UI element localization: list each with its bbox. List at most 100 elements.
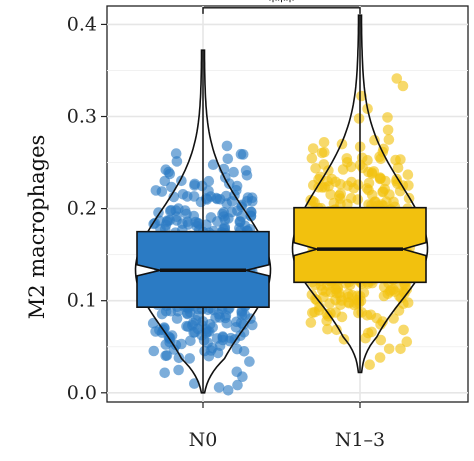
data-point xyxy=(325,189,337,200)
data-point xyxy=(213,308,225,320)
data-point xyxy=(401,336,413,348)
data-point xyxy=(171,313,183,324)
data-point xyxy=(228,166,239,178)
data-point xyxy=(331,324,342,336)
data-point xyxy=(207,159,219,170)
significance-bracket: *** xyxy=(202,0,361,14)
x-tick-label: N0 xyxy=(189,429,218,451)
data-point xyxy=(207,322,218,333)
data-point xyxy=(335,179,346,190)
data-point xyxy=(220,190,232,202)
data-point xyxy=(189,178,200,190)
y-tick-label: 0.3 xyxy=(67,106,97,128)
data-point xyxy=(375,334,387,346)
data-point xyxy=(364,359,376,371)
data-point xyxy=(221,140,233,152)
data-point xyxy=(238,346,250,357)
data-point xyxy=(345,161,357,173)
data-point xyxy=(383,134,395,145)
data-point xyxy=(374,352,386,363)
data-point xyxy=(170,148,182,159)
data-point xyxy=(378,290,390,302)
data-point xyxy=(391,73,403,84)
data-point xyxy=(328,197,340,209)
data-point xyxy=(382,124,394,136)
data-point xyxy=(237,149,249,160)
data-point xyxy=(173,364,184,376)
data-point xyxy=(171,156,183,167)
data-point xyxy=(164,168,176,180)
x-tick-label: N1–3 xyxy=(335,429,385,451)
data-point xyxy=(240,165,252,176)
data-point xyxy=(307,143,319,154)
data-point xyxy=(322,175,333,187)
data-point xyxy=(334,190,345,201)
violin xyxy=(291,14,429,374)
data-point xyxy=(238,327,250,338)
data-point xyxy=(318,137,330,148)
data-point xyxy=(211,192,222,204)
data-point xyxy=(397,80,409,92)
data-point xyxy=(382,112,393,123)
data-point xyxy=(322,323,333,335)
data-point xyxy=(205,345,217,356)
data-point xyxy=(395,343,406,355)
data-point xyxy=(231,185,242,196)
data-point xyxy=(366,168,378,180)
data-point xyxy=(341,153,353,164)
significance-label: *** xyxy=(269,0,295,12)
data-point xyxy=(310,163,321,174)
data-point xyxy=(222,385,234,396)
data-point xyxy=(308,179,319,191)
data-point xyxy=(324,298,335,309)
data-point xyxy=(371,312,383,324)
x-axis: N0 N1–3 xyxy=(189,402,385,451)
data-point xyxy=(150,185,162,196)
data-point xyxy=(378,281,390,293)
data-point xyxy=(170,339,182,351)
data-point xyxy=(395,154,406,165)
data-point xyxy=(189,378,200,389)
data-point xyxy=(247,319,258,331)
data-point xyxy=(321,315,333,327)
data-point xyxy=(232,379,243,391)
y-tick-label: 0.0 xyxy=(67,382,97,404)
data-point xyxy=(309,306,320,318)
data-point xyxy=(369,134,380,146)
y-tick-label: 0.4 xyxy=(67,13,97,35)
data-point xyxy=(148,345,160,357)
data-point xyxy=(185,335,196,347)
data-point xyxy=(214,340,226,352)
data-point xyxy=(159,323,170,334)
data-point xyxy=(402,169,414,180)
data-point xyxy=(394,290,405,302)
data-point xyxy=(246,192,258,203)
data-point xyxy=(363,184,374,196)
data-point xyxy=(182,191,193,202)
data-point xyxy=(236,211,247,222)
data-point xyxy=(181,208,192,220)
y-tick-label: 0.1 xyxy=(67,290,97,312)
data-point xyxy=(353,113,365,124)
data-point xyxy=(184,353,195,364)
data-point xyxy=(222,153,234,165)
data-point xyxy=(384,189,395,200)
data-point xyxy=(177,218,188,229)
data-point xyxy=(306,153,318,164)
data-point xyxy=(388,313,399,324)
data-point xyxy=(219,222,231,233)
data-point xyxy=(205,212,217,223)
data-point xyxy=(182,321,194,333)
data-point xyxy=(319,146,330,158)
y-axis-title: M2 macrophages xyxy=(25,135,49,320)
data-point xyxy=(360,332,371,344)
data-point xyxy=(192,310,204,322)
data-point xyxy=(213,382,225,393)
data-point xyxy=(342,198,353,210)
data-point xyxy=(375,153,387,165)
data-point xyxy=(244,356,255,367)
data-point xyxy=(234,222,245,234)
data-point xyxy=(217,208,228,220)
data-point xyxy=(352,290,363,302)
data-point xyxy=(330,284,342,295)
